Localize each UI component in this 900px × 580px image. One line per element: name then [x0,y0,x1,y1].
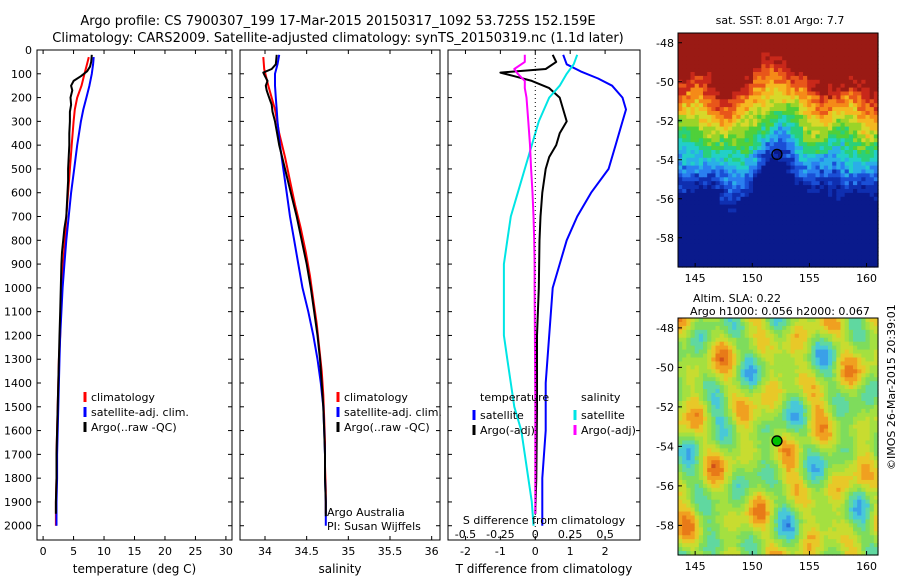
temperature-xtick-label: 30 [219,545,233,558]
depth-tick-label: 0 [25,44,32,57]
depth-tick-label: 1100 [4,306,32,319]
depth-tick-label: 800 [11,234,32,247]
depth-tick-label: 400 [11,139,32,152]
depth-tick-label: 1300 [4,353,32,366]
temperature-plot-frame [36,49,233,541]
depth-tick-label: 200 [11,92,32,105]
depth-tick-label: 1700 [4,448,32,461]
depth-tick-label: 500 [11,163,32,176]
temperature-legend-label: Argo(..raw -QC) [91,421,177,434]
depth-tick-label: 300 [11,115,32,128]
depth-tick-label: 1400 [4,377,32,390]
temperature-legend-label: satellite-adj. clim. [91,406,189,419]
depth-tick-label: 1800 [4,472,32,485]
depth-tick-label: 1000 [4,282,32,295]
depth-tick-label: 1500 [4,401,32,414]
depth-tick-label: 1900 [4,496,32,509]
temperature-xtick-label: 15 [128,545,142,558]
temperature-series-satellite-adj-clim-line [55,57,95,526]
depth-tick-label: 1600 [4,425,32,438]
temperature-xtick-label: 5 [70,545,77,558]
depth-tick-label: 600 [11,187,32,200]
depth-tick-label: 700 [11,211,32,224]
temperature-legend-label: climatology [91,391,155,404]
depth-tick-label: 1200 [4,329,32,342]
depth-tick-label: 100 [11,68,32,81]
depth-tick-label: 900 [11,258,32,271]
temperature-xtick-label: 10 [97,545,111,558]
temperature-xtick-label: 0 [40,545,47,558]
temperature-xtick-label: 25 [188,545,202,558]
temperature-x-axis-label: temperature (deg C) [73,562,196,576]
temperature-xtick-label: 20 [158,545,172,558]
depth-tick-label: 2000 [4,520,32,533]
